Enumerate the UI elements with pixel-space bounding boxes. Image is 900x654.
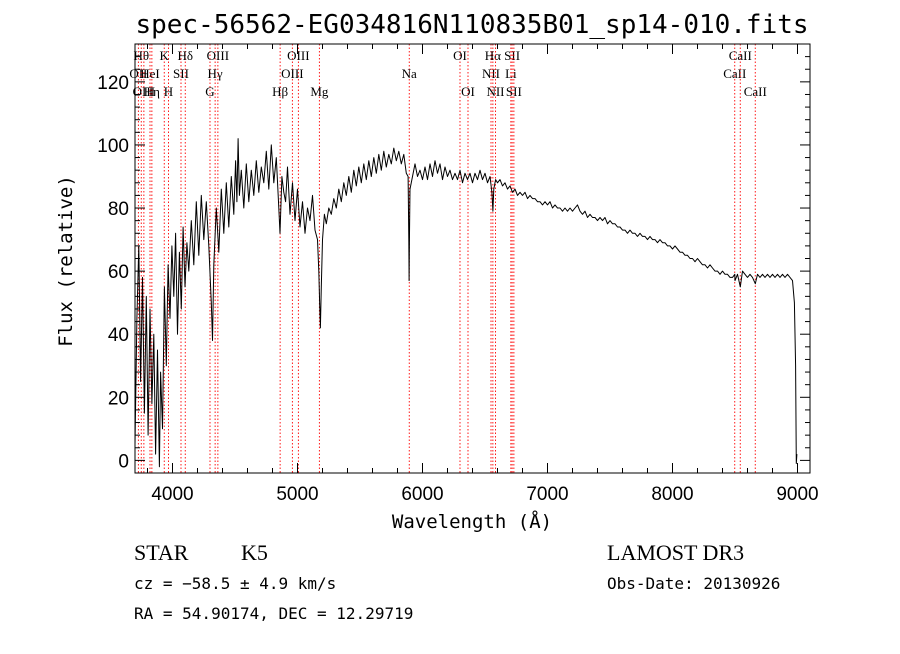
line-label-17: OI	[453, 48, 467, 63]
y-tick-label-4: 80	[108, 199, 129, 220]
axes: 4000 5000 6000 7000 8000 9000 0 20 40 60 80 100 120	[97, 44, 819, 505]
line-label-26: CaII	[729, 48, 752, 63]
line-label-27: CaII	[744, 84, 767, 99]
line-label-14: OIII	[287, 48, 309, 63]
line-label-22: Li	[505, 66, 517, 81]
plot-frame	[134, 43, 811, 474]
y-tick-label-1: 20	[108, 388, 129, 409]
line-label-24: SII	[506, 84, 522, 99]
y-axis-label: Flux (relative)	[55, 175, 77, 347]
x-tick-label-3: 7000	[526, 484, 568, 505]
line-label-23: SII	[504, 48, 520, 63]
line-label-19: NII	[482, 66, 500, 81]
coordinates: RA = 54.90174, DEC = 12.29719	[134, 604, 413, 623]
y-tick-label-6: 120	[97, 73, 129, 94]
x-tick-label-1: 5000	[276, 484, 318, 505]
y-tick-label-3: 60	[108, 262, 129, 283]
plot-area	[134, 138, 798, 468]
line-label-5: K	[160, 48, 170, 63]
observation-date: Obs-Date: 20130926	[607, 574, 780, 593]
x-tick-label-2: 6000	[401, 484, 443, 505]
line-label-13: OIII	[281, 66, 303, 81]
line-label-10: Hγ	[208, 66, 223, 81]
line-label-8: Hδ	[177, 48, 193, 63]
line-label-0: OII	[129, 66, 147, 81]
x-tick-label-5: 9000	[776, 484, 818, 505]
x-axis-label: Wavelength (Å)	[392, 510, 552, 533]
line-label-1: Hθ	[133, 48, 149, 63]
line-label-21: NII	[486, 84, 504, 99]
object-subclass: K5	[241, 540, 268, 565]
y-tick-label-0: 0	[118, 451, 129, 472]
radial-velocity: cz = −58.5 ± 4.9 km/s	[134, 574, 336, 593]
line-label-2: OIII	[133, 84, 155, 99]
line-label-4: Hη	[144, 84, 160, 99]
x-tick-label-0: 4000	[151, 484, 193, 505]
spectral-line-markers: OIIHθOIIIHeIHηKHSIIHδGHγOIIIHβOIIIOIIIMg…	[129, 44, 767, 473]
line-label-11: OIII	[207, 48, 229, 63]
y-tick-label-2: 40	[108, 325, 129, 346]
line-label-18: OI	[461, 84, 475, 99]
line-label-9: G	[205, 84, 214, 99]
line-label-6: H	[164, 84, 173, 99]
line-label-16: Na	[402, 66, 417, 81]
chart-title: spec-56562-EG034816N110835B01_sp14-010.f…	[135, 10, 808, 40]
line-label-15: Mg	[310, 84, 329, 99]
line-label-12: Hβ	[272, 84, 288, 99]
object-class: STAR	[134, 540, 189, 565]
line-label-3: HeI	[140, 66, 160, 81]
line-label-25: CaII	[723, 66, 746, 81]
spectrum-line	[134, 138, 798, 468]
x-tick-label-4: 8000	[651, 484, 693, 505]
survey-name: LAMOST DR3	[607, 540, 744, 565]
y-tick-label-5: 100	[97, 136, 129, 157]
line-label-7: SII	[173, 66, 189, 81]
line-label-20: Hα	[485, 48, 501, 63]
